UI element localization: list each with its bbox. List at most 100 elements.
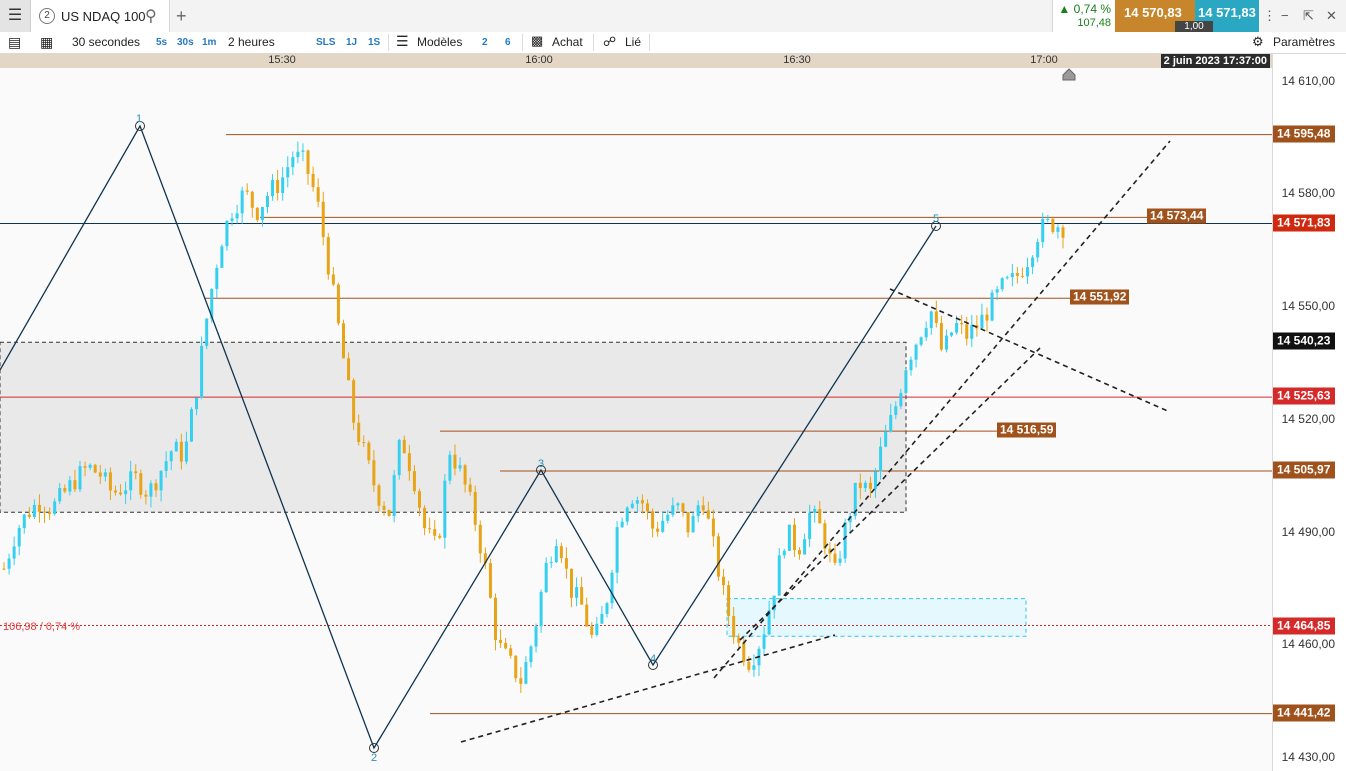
tab-us-ndaq-100[interactable]: 2 US NDAQ 100 ⚲ — [31, 0, 170, 32]
buy-button-toolbar[interactable]: Achat — [552, 35, 583, 49]
more-options-icon[interactable]: ⋮ — [1263, 8, 1276, 23]
candlestick-chart[interactable] — [0, 68, 1272, 771]
candle-body — [914, 344, 918, 360]
price-tag-level-low: 14 441,42 — [1273, 704, 1336, 722]
candle-body — [103, 472, 107, 477]
tab-number-badge: 2 — [39, 8, 55, 24]
candle-body — [488, 563, 492, 598]
candle-body — [367, 442, 371, 461]
candle-body — [78, 466, 82, 490]
candle-body — [889, 414, 893, 432]
candle-body — [189, 409, 193, 442]
gear-icon[interactable]: ⚙ — [1252, 34, 1264, 49]
candle-body — [625, 507, 629, 522]
layout-grid-icon[interactable]: ▦ — [40, 34, 54, 50]
candle-body — [392, 475, 396, 517]
period-select[interactable]: 2 heures — [228, 35, 275, 49]
wave-point-2 — [369, 743, 379, 753]
candle-body — [301, 150, 305, 152]
candle-body — [529, 646, 533, 663]
candle-body — [808, 512, 812, 540]
candle-body — [296, 151, 300, 158]
candle-body — [924, 328, 928, 338]
add-tab-icon[interactable]: + — [176, 6, 187, 26]
candle-body — [32, 504, 36, 517]
candle-body — [559, 546, 563, 559]
change-note: 106,98 / 0,74 % — [3, 621, 81, 633]
interval-5s[interactable]: 5s — [156, 37, 168, 48]
sell-button[interactable]: 14 570,83 — [1115, 0, 1195, 32]
candle-body — [833, 553, 837, 563]
candle-body — [1010, 272, 1014, 278]
candle-body — [113, 490, 117, 493]
candle-body — [732, 616, 736, 638]
candle-body — [848, 516, 852, 523]
minimize-icon[interactable]: − — [1281, 8, 1289, 23]
interval-30s[interactable]: 30s — [177, 37, 194, 48]
candle-body — [818, 508, 822, 524]
candle-body — [798, 550, 802, 555]
close-icon[interactable]: ✕ — [1326, 8, 1337, 23]
candle-body — [960, 322, 964, 325]
candle-body — [504, 642, 508, 649]
candle-body — [646, 503, 650, 512]
candle-body — [706, 510, 710, 519]
period-sls[interactable]: SLS — [316, 37, 336, 48]
candle-body — [306, 150, 310, 174]
candles-layer — [2, 141, 1065, 693]
candle-body — [281, 177, 285, 194]
models-count-6[interactable]: 6 — [505, 37, 511, 48]
candle-body — [544, 562, 548, 592]
target-zone — [726, 598, 1027, 637]
candle-body — [372, 460, 376, 486]
price-tag-open: 14 464,85 — [1273, 617, 1336, 635]
settings-button[interactable]: Paramètres — [1273, 35, 1336, 49]
models-button[interactable]: Modèles — [417, 35, 463, 49]
level-label: 14 573,44 — [1147, 208, 1207, 224]
consolidation-zone — [0, 341, 907, 513]
candle-body — [524, 662, 528, 684]
candle-body — [149, 483, 153, 497]
interval-1m[interactable]: 1m — [202, 37, 217, 48]
buy-chart-icon[interactable]: ▩ — [531, 33, 544, 48]
date-label: 2 juin 2023 17:37:00 — [1160, 54, 1270, 68]
candle-body — [666, 514, 670, 521]
price-axis: 14 610,00 14 580,00 14 550,00 14 520,00 … — [1272, 54, 1346, 771]
candle-body — [7, 558, 11, 569]
models-icon[interactable]: ☰ — [396, 33, 409, 49]
candle-body — [777, 555, 781, 596]
candle-body — [868, 482, 872, 489]
models-count-2[interactable]: 2 — [482, 37, 488, 48]
period-1s[interactable]: 1S — [368, 37, 381, 48]
hamburger-menu-icon[interactable]: ☰ — [0, 0, 31, 32]
candle-body — [772, 595, 776, 611]
candle-body — [858, 482, 862, 489]
candle-body — [382, 505, 386, 510]
candle-body — [843, 522, 847, 559]
candle-body — [1005, 277, 1009, 279]
candle-body — [661, 520, 665, 532]
linked-button[interactable]: Lié — [625, 35, 642, 49]
time-label: 16:30 — [783, 54, 811, 66]
candle-body — [580, 587, 584, 605]
candle-body — [955, 322, 959, 333]
search-icon[interactable]: ⚲ — [145, 8, 157, 25]
scroll-end-icon — [1062, 68, 1076, 81]
list-icon[interactable]: ▤ — [8, 34, 22, 50]
candle-body — [286, 167, 290, 178]
candle-body — [93, 464, 97, 473]
time-axis: 15:30 16:00 16:30 17:00 2 juin 2023 17:3… — [0, 54, 1272, 68]
candle-body — [767, 610, 771, 635]
candle-body — [17, 528, 21, 547]
expand-icon[interactable]: ⇱ — [1303, 8, 1314, 23]
candle-body — [331, 274, 335, 285]
candle-body — [676, 503, 680, 506]
candle-body — [326, 237, 330, 275]
sell-price: 14 570,83 — [1124, 5, 1182, 20]
tab-bar: ☰ 2 US NDAQ 100 ⚲ + ▲ 0,74 % 107,48 14 5… — [0, 0, 1346, 33]
period-1j[interactable]: 1J — [346, 37, 358, 48]
candle-body — [1046, 218, 1050, 220]
interval-select[interactable]: 30 secondes — [72, 35, 141, 49]
link-icon[interactable]: ☍ — [603, 34, 617, 49]
candle-body — [899, 392, 903, 407]
